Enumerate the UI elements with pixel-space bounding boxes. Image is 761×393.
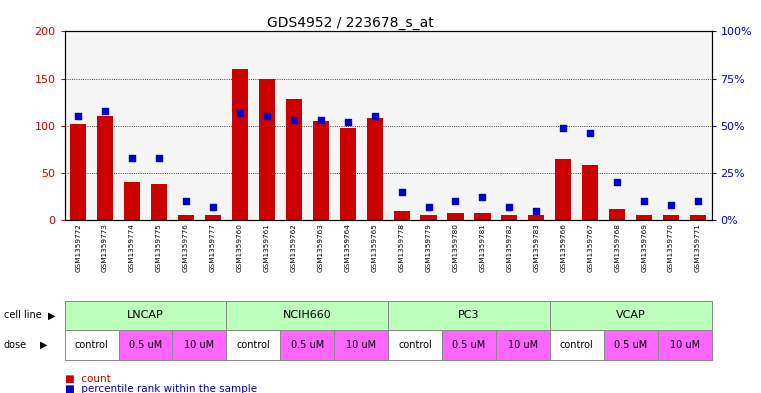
Bar [556, 159, 572, 220]
Text: 0.5 uM: 0.5 uM [452, 340, 486, 350]
Point [396, 189, 408, 195]
Bar [124, 182, 140, 220]
Text: ■  count: ■ count [65, 374, 110, 384]
Text: control: control [398, 340, 432, 350]
Bar [501, 215, 517, 220]
Point [450, 198, 462, 204]
Point [153, 155, 165, 161]
Text: VCAP: VCAP [616, 310, 645, 320]
Bar [663, 215, 679, 220]
Text: ■  percentile rank within the sample: ■ percentile rank within the sample [65, 384, 256, 393]
Text: control: control [560, 340, 594, 350]
Text: 10 uM: 10 uM [670, 340, 699, 350]
Point [476, 194, 489, 200]
Point [261, 113, 273, 119]
Point [638, 198, 650, 204]
Bar [151, 184, 167, 220]
Bar [447, 213, 463, 220]
Bar [528, 215, 544, 220]
Text: cell line: cell line [4, 310, 42, 320]
Point [557, 125, 569, 131]
Bar [285, 99, 302, 220]
Point [368, 113, 380, 119]
Point [72, 113, 84, 119]
Text: 0.5 uM: 0.5 uM [614, 340, 648, 350]
Bar [70, 124, 86, 220]
Point [288, 117, 300, 123]
Bar [690, 215, 706, 220]
Text: dose: dose [4, 340, 27, 350]
Point [180, 198, 192, 204]
Point [422, 204, 435, 210]
Point [665, 202, 677, 208]
Text: control: control [237, 340, 270, 350]
Bar [636, 215, 652, 220]
Text: LNCAP: LNCAP [127, 310, 164, 320]
Text: ▶: ▶ [48, 310, 56, 320]
Bar [313, 121, 329, 220]
Bar [205, 215, 221, 220]
Text: control: control [75, 340, 109, 350]
Text: 0.5 uM: 0.5 uM [129, 340, 162, 350]
Point [207, 204, 219, 210]
Point [234, 109, 246, 116]
Text: ▶: ▶ [40, 340, 47, 350]
Point [314, 117, 326, 123]
Point [530, 208, 543, 214]
Text: 10 uM: 10 uM [184, 340, 215, 350]
Text: NCIH660: NCIH660 [283, 310, 332, 320]
Bar [582, 165, 598, 220]
Point [692, 198, 704, 204]
Text: 10 uM: 10 uM [346, 340, 376, 350]
Bar [97, 116, 113, 220]
Bar [178, 215, 194, 220]
Point [584, 130, 597, 136]
Bar [232, 69, 248, 220]
Bar [609, 209, 626, 220]
Bar [421, 215, 437, 220]
Point [342, 119, 354, 125]
Bar [367, 118, 383, 220]
Bar [259, 79, 275, 220]
Text: 10 uM: 10 uM [508, 340, 538, 350]
Text: GDS4952 / 223678_s_at: GDS4952 / 223678_s_at [266, 16, 434, 30]
Point [611, 179, 623, 185]
Point [126, 155, 139, 161]
Point [99, 108, 111, 114]
Bar [474, 213, 491, 220]
Bar [393, 211, 409, 220]
Text: 0.5 uM: 0.5 uM [291, 340, 324, 350]
Text: PC3: PC3 [458, 310, 479, 320]
Point [503, 204, 515, 210]
Bar [339, 128, 356, 220]
